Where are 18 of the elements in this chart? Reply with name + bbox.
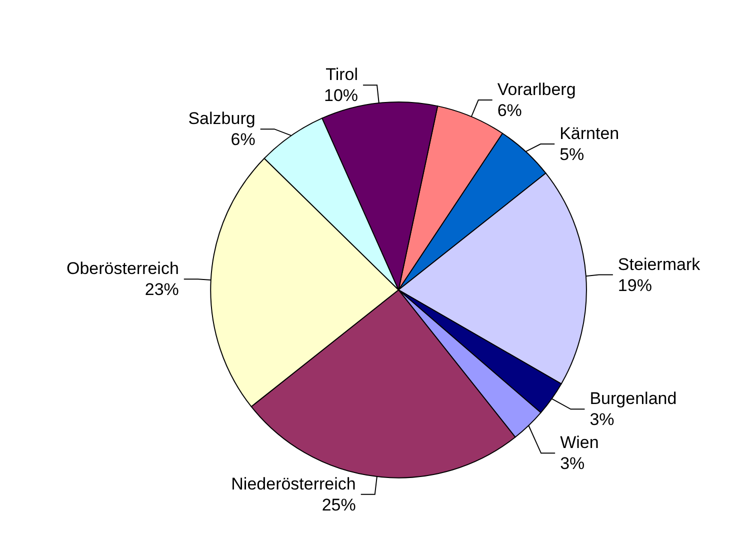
data-label: 3% (560, 454, 585, 474)
slice-label: Niederösterreich (231, 474, 356, 494)
slice-label: Steiermark (618, 254, 701, 274)
data-label: 25% (322, 495, 356, 514)
data-label: 5% (560, 145, 584, 164)
data-label: 3% (590, 410, 614, 430)
slice-label: Vorarlberg (497, 80, 576, 100)
data-label: 23% (144, 280, 179, 300)
data-label: 6% (230, 130, 256, 150)
data-label: 6% (497, 101, 522, 120)
slice-label: Tirol (326, 65, 358, 84)
slice-label: Burgenland (590, 389, 677, 408)
data-label: 19% (618, 276, 652, 295)
slice-label: Kärnten (560, 124, 620, 144)
data-label: 10% (324, 86, 358, 106)
slice-label: Salzburg (188, 109, 256, 128)
slice-label: Wien (560, 433, 599, 452)
slice-label: Oberösterreich (66, 259, 179, 278)
